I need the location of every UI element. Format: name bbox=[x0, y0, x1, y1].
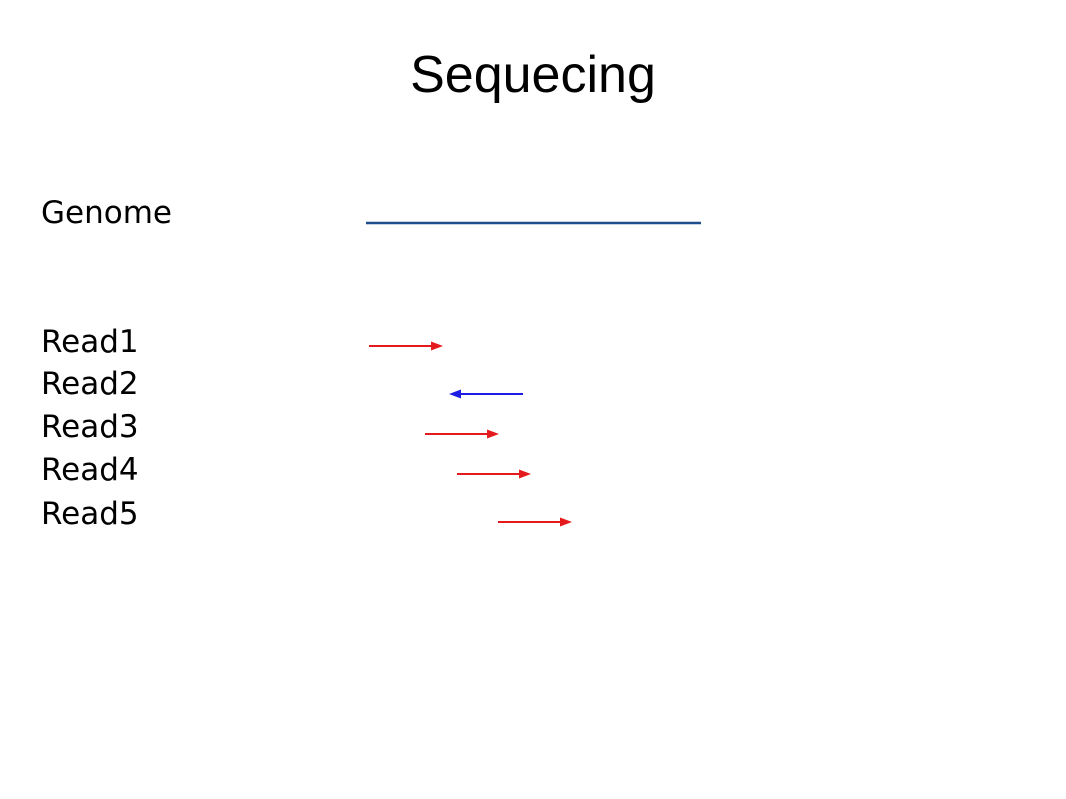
slide-title: Sequecing bbox=[410, 46, 656, 104]
read-arrow-3 bbox=[425, 429, 499, 439]
read-label-3: Read3 bbox=[41, 409, 139, 445]
read-label-1: Read1 bbox=[41, 324, 139, 360]
read-label-5: Read5 bbox=[41, 496, 139, 532]
read-label-2: Read2 bbox=[41, 366, 139, 402]
read-arrow-5 bbox=[498, 517, 572, 527]
read-arrow-2 bbox=[449, 389, 523, 399]
read-label-4: Read4 bbox=[41, 452, 139, 488]
read-arrow-4 bbox=[457, 469, 531, 479]
read-arrow-1 bbox=[369, 341, 443, 351]
genome-label: Genome bbox=[41, 195, 172, 231]
